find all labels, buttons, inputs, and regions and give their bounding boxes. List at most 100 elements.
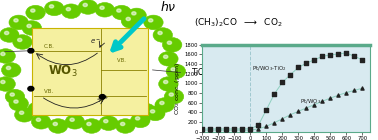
Circle shape xyxy=(146,106,165,121)
Point xyxy=(263,125,270,127)
Circle shape xyxy=(14,19,18,22)
Circle shape xyxy=(149,19,153,22)
Point xyxy=(295,66,301,69)
Point xyxy=(343,91,349,94)
Circle shape xyxy=(22,21,42,35)
Circle shape xyxy=(6,66,11,70)
Point xyxy=(279,118,285,120)
Circle shape xyxy=(87,122,91,126)
Text: Pt/WO$_3$-TiO$_2$: Pt/WO$_3$-TiO$_2$ xyxy=(252,64,287,73)
Point xyxy=(359,87,366,89)
Point xyxy=(223,128,229,130)
Point xyxy=(255,124,261,126)
Point xyxy=(335,94,341,96)
Point xyxy=(335,53,341,55)
Point xyxy=(231,129,237,131)
Circle shape xyxy=(121,122,125,126)
Point xyxy=(303,107,309,109)
Circle shape xyxy=(28,102,47,116)
Circle shape xyxy=(163,38,182,52)
Circle shape xyxy=(27,24,31,28)
Text: C.B.: C.B. xyxy=(44,44,55,49)
Circle shape xyxy=(153,28,172,42)
Circle shape xyxy=(104,120,108,123)
Circle shape xyxy=(166,64,186,79)
Text: V.B.: V.B. xyxy=(117,59,127,63)
Circle shape xyxy=(1,80,5,84)
Circle shape xyxy=(0,77,15,91)
Circle shape xyxy=(116,119,135,133)
Point xyxy=(319,100,325,102)
Circle shape xyxy=(26,5,45,20)
Point xyxy=(352,55,358,58)
Circle shape xyxy=(2,63,21,77)
Circle shape xyxy=(28,48,34,53)
Point xyxy=(279,81,285,84)
Point xyxy=(255,128,261,130)
Circle shape xyxy=(13,35,32,49)
Text: TiO$_2$: TiO$_2$ xyxy=(191,66,209,79)
Circle shape xyxy=(1,52,5,56)
Circle shape xyxy=(112,5,131,20)
Bar xyxy=(32,28,148,115)
Circle shape xyxy=(150,110,155,113)
Circle shape xyxy=(0,28,19,42)
Circle shape xyxy=(158,31,162,35)
Text: (CH$_3$)$_2$CO  $\longrightarrow$  CO$_2$: (CH$_3$)$_2$CO $\longrightarrow$ CO$_2$ xyxy=(194,17,283,29)
Circle shape xyxy=(167,41,172,44)
Point xyxy=(207,128,213,130)
Point xyxy=(319,55,325,58)
Circle shape xyxy=(164,55,168,58)
Circle shape xyxy=(121,14,141,28)
Circle shape xyxy=(66,8,71,11)
Point xyxy=(231,128,237,130)
Circle shape xyxy=(131,113,150,128)
Point xyxy=(359,59,366,61)
Circle shape xyxy=(171,68,175,71)
Circle shape xyxy=(36,118,40,121)
Circle shape xyxy=(159,52,178,66)
Circle shape xyxy=(169,93,174,96)
Circle shape xyxy=(48,119,68,133)
Circle shape xyxy=(136,103,156,118)
Circle shape xyxy=(141,107,146,110)
Circle shape xyxy=(135,117,140,120)
Circle shape xyxy=(14,100,18,103)
Circle shape xyxy=(127,8,146,23)
Circle shape xyxy=(95,3,115,17)
Point xyxy=(287,74,293,76)
Circle shape xyxy=(144,15,163,30)
Circle shape xyxy=(33,106,37,109)
Circle shape xyxy=(99,116,118,130)
Text: Pt/WO$_3$: Pt/WO$_3$ xyxy=(300,97,321,106)
Circle shape xyxy=(160,101,164,105)
Point xyxy=(303,62,309,64)
Circle shape xyxy=(100,6,104,9)
Text: V.B.: V.B. xyxy=(44,89,54,94)
Circle shape xyxy=(159,77,178,91)
Point xyxy=(271,93,277,95)
Circle shape xyxy=(82,119,101,133)
Circle shape xyxy=(164,89,184,104)
Text: $e^-$: $e^-$ xyxy=(90,37,101,46)
Point xyxy=(352,89,358,92)
Circle shape xyxy=(53,122,57,126)
Circle shape xyxy=(0,49,15,63)
Circle shape xyxy=(61,4,81,18)
Point xyxy=(239,129,245,131)
Point xyxy=(215,129,221,131)
Circle shape xyxy=(15,108,34,122)
Point xyxy=(247,129,253,131)
Point xyxy=(311,59,318,61)
Circle shape xyxy=(19,111,24,114)
Circle shape xyxy=(28,87,34,91)
Circle shape xyxy=(9,96,28,111)
Point xyxy=(263,109,270,111)
Point xyxy=(199,128,205,130)
Circle shape xyxy=(117,9,121,12)
Circle shape xyxy=(132,12,136,15)
Y-axis label: CO$_2$ conc. (ppm): CO$_2$ conc. (ppm) xyxy=(173,62,182,115)
Circle shape xyxy=(10,93,14,96)
Circle shape xyxy=(5,89,25,104)
Point xyxy=(311,103,318,106)
